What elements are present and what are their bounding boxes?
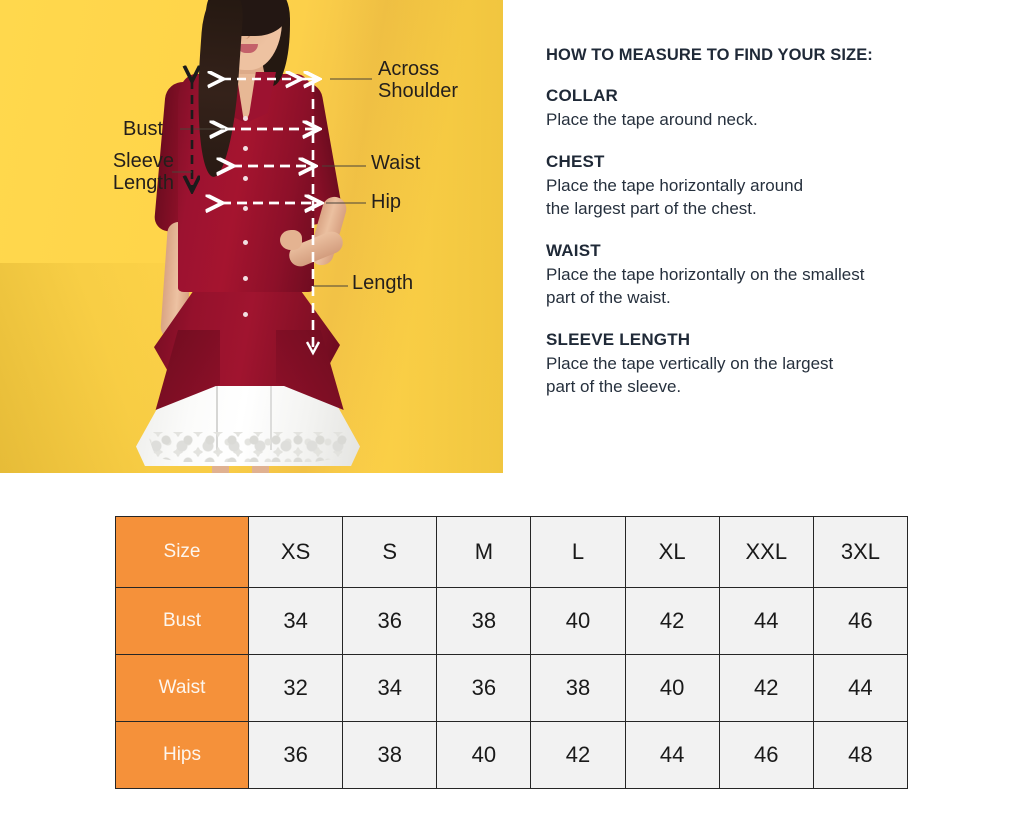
- skirt-fold: [270, 362, 272, 450]
- model-hand-right: [280, 230, 302, 250]
- instruction-heading-sleeve-length: SLEEVE LENGTH: [546, 330, 691, 350]
- instruction-body-chest: Place the tape horizontally around the l…: [546, 176, 804, 218]
- kurti-button: [243, 116, 248, 121]
- label-hip: Hip: [371, 191, 402, 213]
- table-cell: 48: [812, 721, 909, 789]
- table-cell: 36: [436, 654, 532, 722]
- table-cell: 44: [812, 654, 909, 722]
- table-cell: 40: [530, 587, 626, 655]
- skirt-lace-trim: [146, 432, 350, 462]
- row-header-waist: Waist: [115, 654, 249, 722]
- table-cell: M: [436, 516, 532, 588]
- table-row: Hips 36 38 40 42 44 46 48: [115, 721, 909, 789]
- label-across-shoulder: Across Shoulder: [378, 58, 459, 103]
- label-bust: Bust: [123, 118, 164, 140]
- table-cell: 44: [718, 587, 814, 655]
- kurti-button: [243, 146, 248, 151]
- table-cell: 42: [530, 721, 626, 789]
- table-cell: XS: [247, 516, 344, 588]
- kurti-button: [243, 206, 248, 211]
- row-header-hips: Hips: [115, 721, 249, 789]
- kurti-button: [243, 176, 248, 181]
- size-chart-table: Size XS S M L XL XXL 3XL Bust 34 36 38 4…: [115, 516, 909, 789]
- table-cell: 40: [436, 721, 532, 789]
- table-row: Size XS S M L XL XXL 3XL: [115, 516, 909, 588]
- instruction-heading-collar: COLLAR: [546, 86, 619, 105]
- label-sleeve-length: Sleeve Length: [112, 150, 174, 195]
- kurti-button: [243, 276, 248, 281]
- table-cell: L: [530, 516, 626, 588]
- kurti-button: [243, 240, 248, 245]
- label-waist: Waist: [371, 152, 421, 174]
- table-cell: 46: [718, 721, 814, 789]
- instruction-heading-waist: WAIST: [546, 241, 601, 261]
- table-cell: 3XL: [812, 516, 909, 588]
- table-row: Waist 32 34 36 38 40 42 44: [115, 654, 909, 722]
- instruction-block-sleeve-length: SLEEVE LENGTH Place the tape vertically …: [546, 330, 986, 398]
- table-cell: 38: [342, 721, 438, 789]
- table-cell: S: [342, 516, 438, 588]
- table-cell: 36: [342, 587, 438, 655]
- top-section: Across Shoulder Bust Sleeve Length Waist…: [0, 0, 986, 476]
- row-header-bust: Bust: [115, 587, 249, 655]
- measurement-diagram-panel: Across Shoulder Bust Sleeve Length Waist…: [0, 0, 503, 473]
- size-chart-table-wrapper: Size XS S M L XL XXL 3XL Bust 34 36 38 4…: [115, 516, 909, 789]
- table-cell: 34: [342, 654, 438, 722]
- table-cell: 42: [718, 654, 814, 722]
- model-mouth: [237, 44, 258, 53]
- table-cell: 32: [247, 654, 344, 722]
- table-cell: XL: [624, 516, 720, 588]
- instruction-body-waist: Place the tape horizontally on the small…: [546, 265, 865, 307]
- model-figure: [120, 0, 400, 473]
- table-row: Bust 34 36 38 40 42 44 46: [115, 587, 909, 655]
- instructions-panel: HOW TO MEASURE TO FIND YOUR SIZE: COLLAR…: [546, 0, 986, 476]
- instruction-heading-chest: CHEST: [546, 152, 605, 172]
- table-cell: 44: [624, 721, 720, 789]
- table-cell: 42: [624, 587, 720, 655]
- instruction-block-collar: COLLAR Place the tape around neck.: [546, 86, 986, 131]
- table-cell: 46: [812, 587, 909, 655]
- skirt-fold: [216, 360, 218, 452]
- label-length: Length: [352, 272, 414, 294]
- kurti-button: [243, 312, 248, 317]
- table-cell: 38: [436, 587, 532, 655]
- table-cell: XXL: [718, 516, 814, 588]
- table-cell: 36: [247, 721, 344, 789]
- table-cell: 34: [247, 587, 344, 655]
- row-header-size: Size: [115, 516, 249, 588]
- instruction-body-sleeve-length: Place the tape vertically on the largest…: [546, 354, 834, 396]
- table-cell: 38: [530, 654, 626, 722]
- table-cell: 40: [624, 654, 720, 722]
- instruction-block-chest: CHEST Place the tape horizontally around…: [546, 152, 986, 220]
- instructions-title: HOW TO MEASURE TO FIND YOUR SIZE:: [546, 46, 873, 64]
- instruction-body-collar: Place the tape around neck.: [546, 110, 758, 129]
- instruction-block-waist: WAIST Place the tape horizontally on the…: [546, 241, 986, 309]
